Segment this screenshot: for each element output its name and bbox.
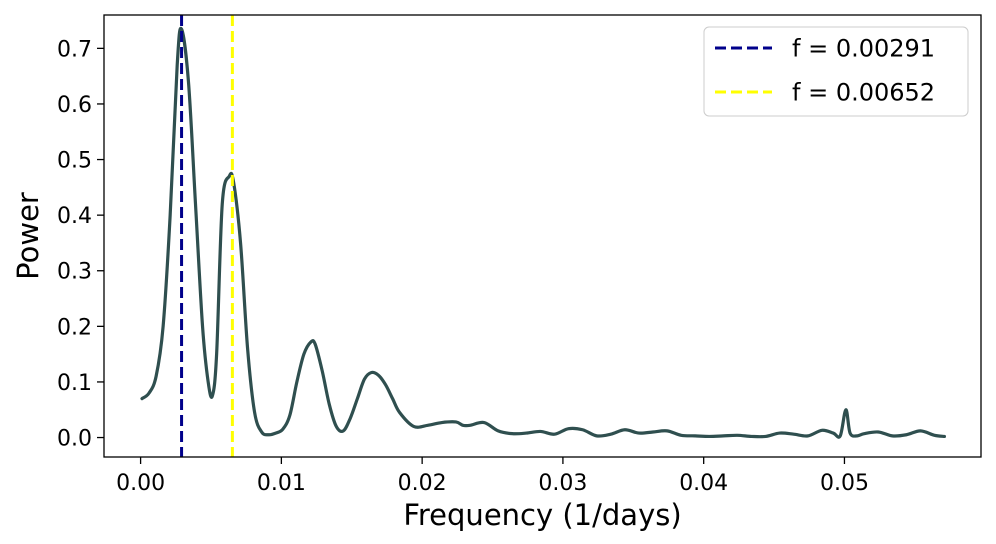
axes-frame <box>103 14 982 458</box>
y-tick-label: 0.5 <box>57 149 92 174</box>
x-axis-ticks: 0.00 0.01 0.02 0.03 0.04 0.05 <box>116 457 869 496</box>
x-tick-label: 0.00 <box>116 471 165 496</box>
x-axis-label: Frequency (1/days) <box>403 498 681 532</box>
legend: f = 0.00291 f = 0.00652 <box>703 26 969 117</box>
x-tick-label: 0.05 <box>820 471 869 496</box>
x-tick-label: 0.01 <box>257 471 306 496</box>
y-tick-label: 0.7 <box>57 37 92 62</box>
y-tick-label: 0.3 <box>57 260 92 285</box>
x-tick-label: 0.02 <box>398 471 447 496</box>
y-tick-label: 0.2 <box>57 315 92 340</box>
x-tick-label: 0.04 <box>679 471 728 496</box>
x-tick-label: 0.03 <box>538 471 587 496</box>
y-tick-label: 0.1 <box>57 371 92 396</box>
legend-label-1: f = 0.00652 <box>792 79 935 107</box>
y-axis-label: Power <box>11 192 45 280</box>
y-tick-label: 0.0 <box>57 427 92 452</box>
power-spectrum-line-0 <box>140 26 946 439</box>
plot-area <box>140 15 946 457</box>
legend-label-0: f = 0.00291 <box>792 35 935 63</box>
y-tick-label: 0.4 <box>57 204 92 229</box>
y-axis-ticks: 0.0 0.1 0.2 0.3 0.4 0.5 0.6 0.7 <box>57 37 104 452</box>
y-tick-label: 0.6 <box>57 93 92 118</box>
